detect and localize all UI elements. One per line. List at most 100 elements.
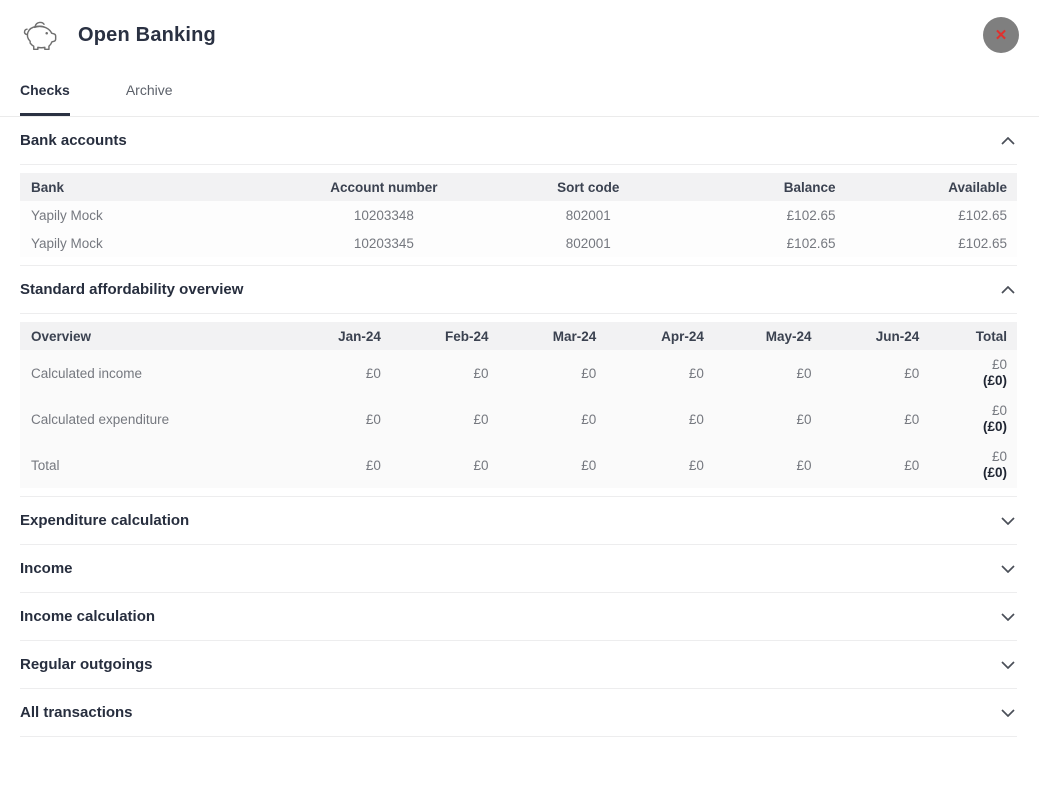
section-header-expenditure-calculation[interactable]: Expenditure calculation	[20, 497, 1017, 544]
cell-month-value: £0	[279, 350, 387, 396]
tab-archive[interactable]: Archive	[126, 68, 173, 116]
affordability-table: Overview Jan-24 Feb-24 Mar-24 Apr-24 May…	[20, 322, 1017, 488]
chevron-down-icon	[1001, 708, 1017, 717]
cell-month-value: £0	[494, 396, 603, 442]
table-row-calculated-income: Calculated income £0 £0 £0 £0 £0 £0 £0 (…	[20, 350, 1017, 396]
cell-month-value: £0	[602, 350, 710, 396]
tab-checks[interactable]: Checks	[20, 68, 70, 116]
cell-total: £0 (£0)	[925, 396, 1017, 442]
section-title: Income	[20, 560, 73, 577]
section-title: Bank accounts	[20, 132, 127, 149]
cell-month-value: £0	[494, 350, 603, 396]
row-label: Total	[20, 442, 280, 488]
section-title: All transactions	[20, 704, 133, 721]
cell-month-value: £0	[386, 350, 495, 396]
cell-total: £0 (£0)	[925, 350, 1017, 396]
total-value-secondary: (£0)	[982, 419, 1007, 434]
section-affordability-overview: Standard affordability overview Overview…	[20, 266, 1017, 497]
cell-month-value: £0	[386, 396, 495, 442]
table-row-total: Total £0 £0 £0 £0 £0 £0 £0 (£0)	[20, 442, 1017, 488]
cell-available: £102.65	[847, 201, 1017, 229]
col-feb-24: Feb-24	[386, 322, 495, 350]
col-account-number: Account number	[279, 173, 489, 201]
section-bank-accounts: Bank accounts Bank Account number Sort c…	[20, 117, 1017, 266]
panel-header: Open Banking ✕	[0, 0, 1039, 53]
cell-month-value: £0	[602, 442, 710, 488]
affordability-body: Overview Jan-24 Feb-24 Mar-24 Apr-24 May…	[20, 313, 1017, 496]
col-total: Total	[925, 322, 1017, 350]
col-jan-24: Jan-24	[279, 322, 387, 350]
bank-accounts-body: Bank Account number Sort code Balance Av…	[20, 164, 1017, 265]
cell-sort-code: 802001	[488, 229, 688, 257]
cell-bank: Yapily Mock	[20, 229, 280, 257]
section-header-income[interactable]: Income	[20, 545, 1017, 592]
section-all-transactions: All transactions	[20, 689, 1017, 737]
section-header-affordability[interactable]: Standard affordability overview	[20, 266, 1017, 313]
cell-bank: Yapily Mock	[20, 201, 280, 229]
cell-available: £102.65	[847, 229, 1017, 257]
chevron-down-icon	[1001, 564, 1017, 573]
table-row: Yapily Mock 10203345 802001 £102.65 £102…	[20, 229, 1017, 257]
chevron-down-icon	[1001, 516, 1017, 525]
section-regular-outgoings: Regular outgoings	[20, 641, 1017, 689]
col-balance: Balance	[687, 173, 848, 201]
col-bank: Bank	[20, 173, 280, 201]
section-expenditure-calculation: Expenditure calculation	[20, 497, 1017, 545]
cell-month-value: £0	[709, 442, 818, 488]
total-value: £0	[991, 449, 1007, 464]
col-jun-24: Jun-24	[817, 322, 926, 350]
col-may-24: May-24	[709, 322, 818, 350]
cell-month-value: £0	[817, 350, 926, 396]
section-title: Income calculation	[20, 608, 156, 625]
chevron-up-icon	[1001, 136, 1017, 145]
cell-month-value: £0	[709, 396, 818, 442]
total-value: £0	[991, 403, 1007, 418]
section-income-calculation: Income calculation	[20, 593, 1017, 641]
cell-account-number: 10203348	[279, 201, 489, 229]
close-button[interactable]: ✕	[983, 17, 1019, 53]
section-header-income-calculation[interactable]: Income calculation	[20, 593, 1017, 640]
col-apr-24: Apr-24	[602, 322, 710, 350]
section-header-bank-accounts[interactable]: Bank accounts	[20, 117, 1017, 164]
row-label: Calculated expenditure	[20, 396, 280, 442]
tab-bar: Checks Archive	[0, 68, 1039, 117]
chevron-up-icon	[1001, 285, 1017, 294]
cell-month-value: £0	[817, 442, 926, 488]
section-header-regular-outgoings[interactable]: Regular outgoings	[20, 641, 1017, 688]
piggy-bank-icon	[20, 18, 60, 52]
cell-month-value: £0	[602, 396, 710, 442]
chevron-down-icon	[1001, 612, 1017, 621]
cell-balance: £102.65	[687, 201, 848, 229]
chevron-down-icon	[1001, 660, 1017, 669]
main-content: Bank accounts Bank Account number Sort c…	[0, 117, 1039, 737]
total-value-secondary: (£0)	[982, 373, 1007, 388]
col-sort-code: Sort code	[488, 173, 688, 201]
cell-account-number: 10203345	[279, 229, 489, 257]
table-header-row: Overview Jan-24 Feb-24 Mar-24 Apr-24 May…	[20, 322, 1017, 350]
col-available: Available	[847, 173, 1017, 201]
row-label: Calculated income	[20, 350, 280, 396]
cell-balance: £102.65	[687, 229, 848, 257]
col-overview: Overview	[20, 322, 280, 350]
total-value: £0	[991, 357, 1007, 372]
close-icon: ✕	[994, 26, 1008, 44]
section-header-all-transactions[interactable]: All transactions	[20, 689, 1017, 736]
table-row-calculated-expenditure: Calculated expenditure £0 £0 £0 £0 £0 £0…	[20, 396, 1017, 442]
cell-month-value: £0	[817, 396, 926, 442]
bank-accounts-table: Bank Account number Sort code Balance Av…	[20, 173, 1017, 257]
col-mar-24: Mar-24	[494, 322, 603, 350]
table-row: Yapily Mock 10203348 802001 £102.65 £102…	[20, 201, 1017, 229]
cell-month-value: £0	[386, 442, 495, 488]
page-title: Open Banking	[78, 23, 216, 46]
cell-month-value: £0	[279, 396, 387, 442]
section-title: Regular outgoings	[20, 656, 153, 673]
section-title: Standard affordability overview	[20, 281, 244, 298]
cell-total: £0 (£0)	[925, 442, 1017, 488]
cell-sort-code: 802001	[488, 201, 688, 229]
cell-month-value: £0	[494, 442, 603, 488]
section-title: Expenditure calculation	[20, 512, 190, 529]
table-header-row: Bank Account number Sort code Balance Av…	[20, 173, 1017, 201]
cell-month-value: £0	[279, 442, 387, 488]
total-value-secondary: (£0)	[982, 465, 1007, 480]
cell-month-value: £0	[709, 350, 818, 396]
